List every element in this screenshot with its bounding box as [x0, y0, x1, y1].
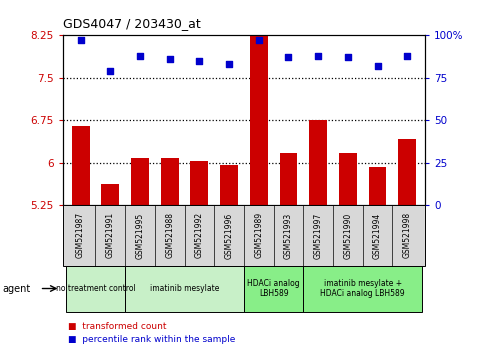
Point: [77, 38, 85, 43]
Text: GSM521997: GSM521997: [313, 212, 323, 258]
Bar: [220, 165, 238, 205]
Point: [344, 55, 352, 60]
Text: ■  percentile rank within the sample: ■ percentile rank within the sample: [68, 335, 235, 343]
Bar: [71, 126, 89, 205]
Bar: [369, 167, 386, 205]
Text: GSM521992: GSM521992: [195, 212, 204, 258]
Point: [403, 53, 411, 59]
Text: GSM521990: GSM521990: [343, 212, 352, 258]
Text: HDACi analog
LBH589: HDACi analog LBH589: [247, 279, 300, 298]
Bar: [250, 34, 268, 205]
Text: GSM521994: GSM521994: [373, 212, 382, 258]
Point: [255, 38, 263, 43]
Text: GSM521991: GSM521991: [106, 212, 115, 258]
Bar: [190, 161, 208, 205]
Text: GSM521988: GSM521988: [165, 212, 174, 258]
Bar: [280, 153, 298, 205]
Point: [374, 63, 382, 69]
Text: GSM521995: GSM521995: [136, 212, 144, 258]
Text: ■  transformed count: ■ transformed count: [68, 322, 166, 331]
Bar: [339, 153, 357, 205]
Text: GSM521987: GSM521987: [76, 212, 85, 258]
Point: [196, 58, 203, 64]
Bar: [161, 158, 179, 205]
Text: GSM521993: GSM521993: [284, 212, 293, 258]
Text: agent: agent: [2, 284, 30, 293]
Point: [106, 68, 114, 74]
Point: [225, 62, 233, 67]
Text: GSM521989: GSM521989: [254, 212, 263, 258]
Text: no treatment control: no treatment control: [56, 284, 135, 293]
Bar: [101, 184, 119, 205]
Point: [284, 55, 292, 60]
Text: imatinib mesylate +
HDACi analog LBH589: imatinib mesylate + HDACi analog LBH589: [320, 279, 405, 298]
Bar: [131, 158, 149, 205]
Bar: [398, 139, 416, 205]
Text: imatinib mesylate: imatinib mesylate: [150, 284, 219, 293]
Point: [166, 56, 173, 62]
Text: GSM521998: GSM521998: [403, 212, 412, 258]
Text: GDS4047 / 203430_at: GDS4047 / 203430_at: [63, 17, 200, 30]
Bar: [309, 120, 327, 205]
Point: [314, 53, 322, 59]
Point: [136, 53, 144, 59]
Text: GSM521996: GSM521996: [225, 212, 234, 258]
